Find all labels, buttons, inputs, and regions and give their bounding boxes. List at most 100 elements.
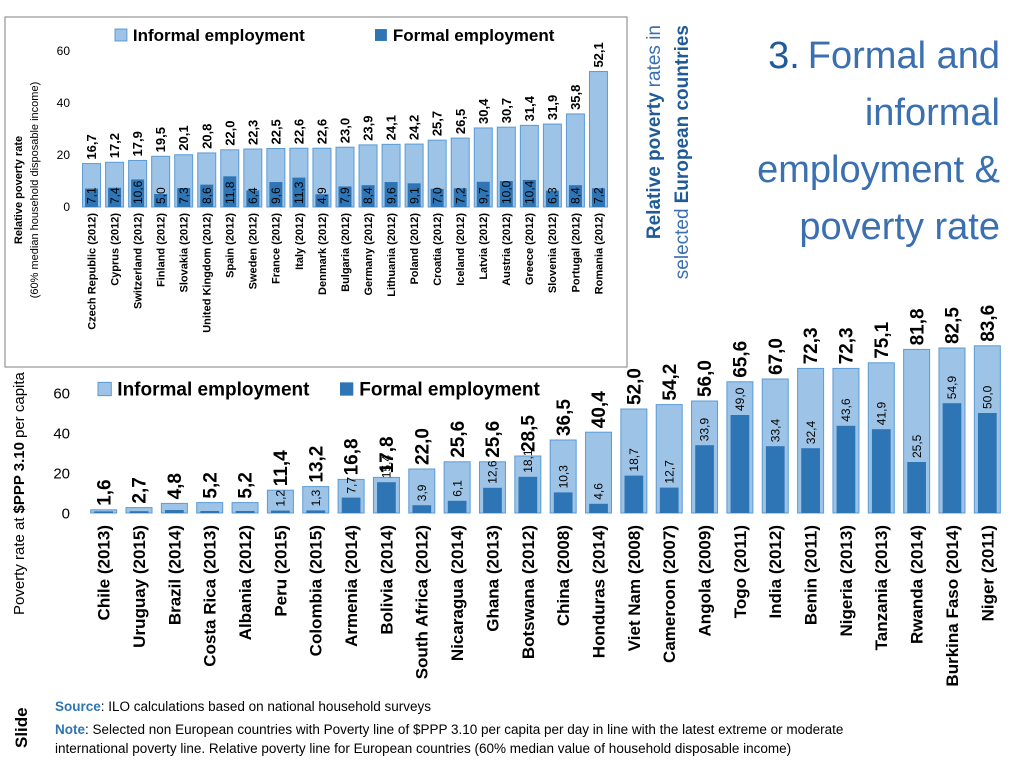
legend-swatch <box>340 382 354 396</box>
note-label: Note <box>55 722 85 737</box>
informal-label: 35,8 <box>568 85 583 110</box>
formal-label: 12,7 <box>662 460 676 484</box>
x-tick-label: Ghana (2013) <box>483 525 502 632</box>
y-tick-label: 20 <box>53 465 70 482</box>
formal-bar <box>695 445 714 513</box>
title-text: Formal and <box>808 35 1000 77</box>
y-axis-label: Relative poverty rate <box>13 136 25 244</box>
formal-bar <box>447 500 467 513</box>
informal-label: 13,2 <box>306 446 327 483</box>
formal-label: 10,0 <box>500 180 514 204</box>
x-tick-label: Chile (2013) <box>95 525 114 620</box>
informal-label: 16,8 <box>342 438 363 475</box>
formal-bar <box>177 188 191 207</box>
y-tick-label: 60 <box>57 44 71 58</box>
formal-bar <box>108 187 122 207</box>
informal-label: 25,6 <box>483 421 504 458</box>
informal-label: 52,1 <box>591 42 606 67</box>
x-tick-label: China (2008) <box>554 525 573 626</box>
x-tick-label: Benin (2011) <box>802 525 821 625</box>
formal-bar <box>453 188 467 207</box>
informal-label: 31,4 <box>522 95 537 121</box>
informal-label: 36,5 <box>554 399 575 436</box>
formal-label: 12,6 <box>486 460 500 484</box>
formal-bar <box>907 462 926 513</box>
formal-label: 15,4 <box>380 455 394 479</box>
legend-swatch <box>114 28 128 42</box>
x-tick-label: Sweden (2012) <box>248 213 260 290</box>
formal-bar <box>412 505 432 513</box>
x-tick-label: Burkina Faso (2014) <box>943 525 962 687</box>
formal-label: 8,4 <box>569 187 583 204</box>
y-tick-label: 60 <box>53 385 70 402</box>
formal-label: 49,0 <box>733 387 747 411</box>
formal-label: 33,9 <box>698 418 712 442</box>
x-tick-label: Botswana (2012) <box>519 525 538 659</box>
x-tick-label: Nicaragua (2014) <box>448 525 467 661</box>
formal-bar <box>246 190 260 207</box>
informal-label: 67,0 <box>766 338 787 375</box>
informal-label: 24,2 <box>407 115 422 140</box>
formal-bar <box>518 476 538 513</box>
slide-title: 3. Formal and informal employment & pover… <box>757 35 1000 248</box>
x-tick-label: Poland (2012) <box>409 213 421 285</box>
footer: Source: ILO calculations based on nation… <box>12 699 843 756</box>
legend-swatch <box>375 29 387 41</box>
informal-label: 17,2 <box>107 133 122 158</box>
formal-label: 18,1 <box>521 449 535 473</box>
formal-label: 6,3 <box>546 187 560 204</box>
formal-bar <box>765 446 785 513</box>
formal-bar <box>131 179 145 207</box>
formal-label: 10,6 <box>131 180 145 204</box>
formal-bar <box>271 510 290 513</box>
y-axis-label-part: Poverty rate at <box>11 517 28 615</box>
formal-bar <box>165 510 184 513</box>
formal-label: 33,4 <box>768 419 782 443</box>
y-tick-label: 0 <box>63 200 70 214</box>
x-tick-label: Iceland (2012) <box>455 213 467 286</box>
x-tick-label: Togo (2011) <box>731 525 750 618</box>
title-line: poverty rate <box>799 206 1000 248</box>
informal-label: 54,2 <box>660 364 681 401</box>
formal-label: 10,3 <box>556 465 570 489</box>
side-note-line: Relative poverty rates in <box>644 25 665 239</box>
informal-label: 25,7 <box>430 111 445 136</box>
side-note-bold: European countries <box>672 25 693 203</box>
informal-label: 28,5 <box>518 415 539 452</box>
x-tick-label: Germany (2012) <box>363 213 375 296</box>
formal-label: 7,3 <box>177 187 191 204</box>
formal-label: 5,0 <box>154 187 168 204</box>
formal-label: 43,6 <box>839 398 853 422</box>
formal-label: 41,9 <box>874 402 888 426</box>
formal-label: 7,4 <box>108 187 122 204</box>
formal-bar <box>407 183 421 207</box>
y-axis-label-part: per capita <box>11 371 28 438</box>
informal-label: 72,3 <box>801 327 822 364</box>
x-tick-label: Greece (2012) <box>524 213 536 285</box>
source-text: : ILO calculations based on national hou… <box>101 699 431 714</box>
formal-label: 6,4 <box>246 187 260 204</box>
y-tick-label: 40 <box>57 96 71 110</box>
formal-bar <box>942 403 962 513</box>
x-tick-label: Cameroon (2007) <box>660 525 679 663</box>
x-tick-label: Colombia (2015) <box>307 525 326 656</box>
formal-label: 50,0 <box>981 385 995 409</box>
x-tick-label: Tanzania (2013) <box>872 525 891 650</box>
source-label: Source <box>55 699 101 714</box>
x-tick-label: Finland (2012) <box>156 213 168 287</box>
x-tick-label: Croatia (2012) <box>432 213 444 286</box>
formal-label: 11,3 <box>292 181 306 204</box>
informal-label: 5,2 <box>236 472 257 498</box>
side-note-line: selected European countries <box>672 25 693 279</box>
x-tick-label: Italy (2012) <box>294 213 306 270</box>
x-tick-label: Brazil (2014) <box>165 525 184 625</box>
x-tick-label: India (2012) <box>766 525 785 619</box>
formal-label: 7,2 <box>592 187 606 204</box>
x-tick-label: Viet Nam (2008) <box>625 525 644 651</box>
formal-bar <box>483 487 502 513</box>
formal-bar <box>977 413 997 513</box>
formal-bar <box>730 415 750 513</box>
informal-label: 11,4 <box>271 450 292 486</box>
x-tick-label: Slovenia (2012) <box>547 213 559 293</box>
